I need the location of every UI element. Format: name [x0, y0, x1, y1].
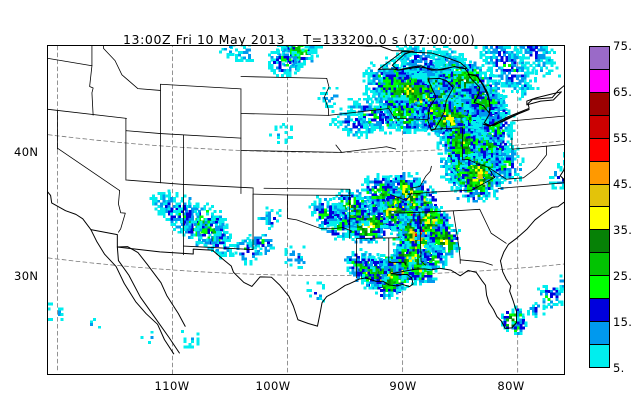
colorbar-label-15: 15.: [613, 315, 633, 329]
figure-title: 13:00Z Fri 10 May 2013 T=133200.0 s (37:…: [0, 17, 580, 62]
colorbar-segment-35: [590, 230, 609, 254]
colorbar-segment-75: [590, 47, 609, 70]
political-boundaries-layer: [48, 46, 564, 355]
colorbar-segment-45: [590, 184, 609, 208]
colorbar-label-25: 25.: [613, 269, 633, 283]
colorbar-segment-55: [590, 138, 609, 162]
colorbar-label-55: 55.: [613, 131, 633, 145]
colorbar-segment-20: [590, 299, 609, 323]
figure-title-text: 13:00Z Fri 10 May 2013 T=133200.0 s (37:…: [122, 32, 476, 47]
colorbar-label-65: 65.: [613, 85, 633, 99]
colorbar-segment-40: [590, 207, 609, 231]
colorbar-segment-10: [590, 344, 609, 367]
colorbar-label-75: 75.: [613, 39, 633, 53]
x-tick-label-110w: 110W: [154, 379, 190, 393]
colorbar-segment-15: [590, 322, 609, 345]
colorbar-segment-30: [590, 253, 609, 277]
colorbar-label-45: 45.: [613, 177, 633, 191]
colorbar-segment-70: [590, 69, 609, 93]
reflectivity-colorbar: [589, 46, 610, 368]
colorbar-segment-25: [590, 276, 609, 300]
map-plot-area: [47, 45, 565, 375]
x-tick-label-80w: 80W: [497, 379, 525, 393]
map-canvas: [48, 46, 564, 374]
x-tick-label-100w: 100W: [255, 379, 291, 393]
colorbar-segment-60: [590, 115, 609, 139]
colorbar-label-35: 35.: [613, 223, 633, 237]
y-tick-label-40n: 40N: [14, 145, 39, 159]
x-tick-label-90w: 90W: [389, 379, 417, 393]
colorbar-segment-50: [590, 161, 609, 185]
colorbar-segment-65: [590, 92, 609, 116]
colorbar-label-5: 5.: [613, 361, 625, 375]
y-tick-label-30n: 30N: [14, 269, 39, 283]
